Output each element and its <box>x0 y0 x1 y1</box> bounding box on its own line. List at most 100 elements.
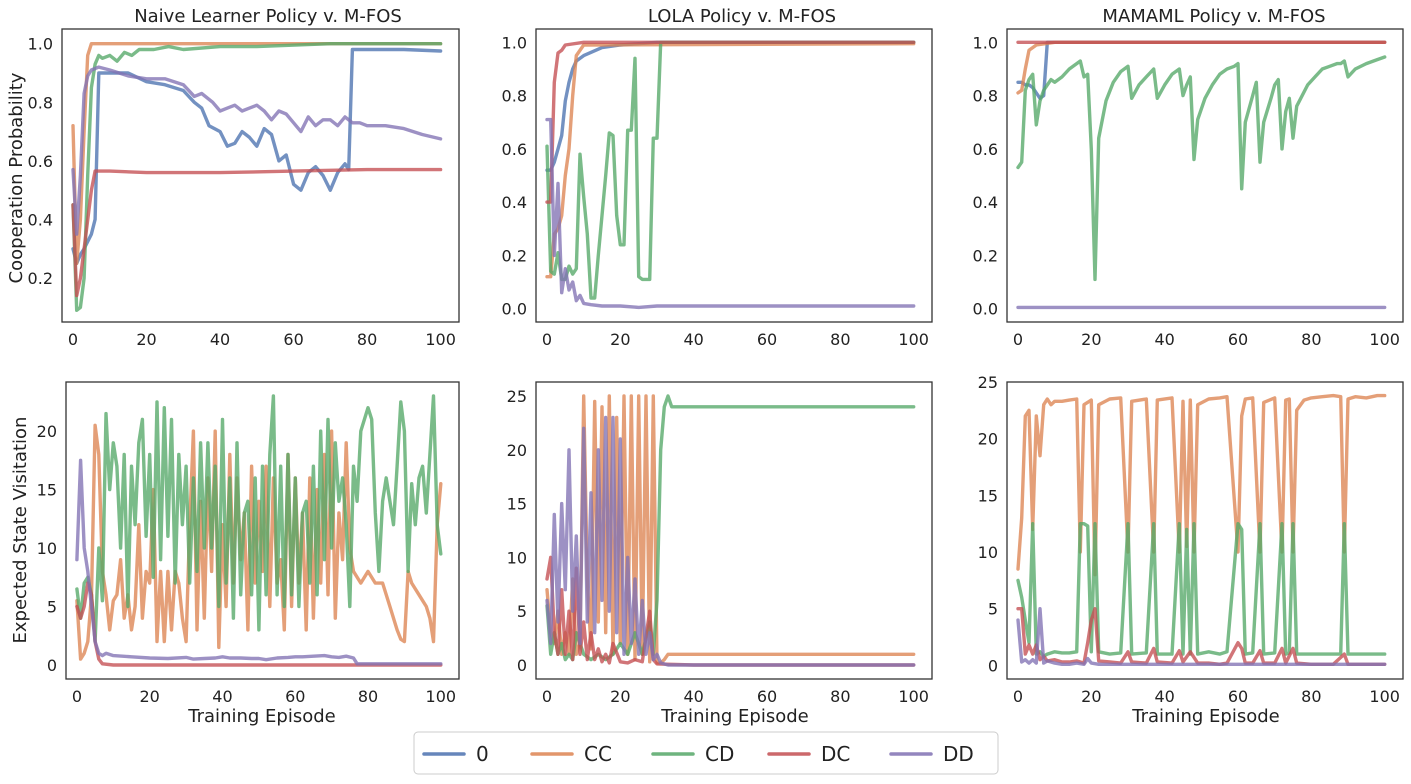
legend-label-cd: CD <box>705 742 734 766</box>
panel-5-ytick-label: 5 <box>517 602 527 621</box>
legend-label-dd: DD <box>943 742 974 766</box>
panel-4-xtick-label: 0 <box>72 687 82 706</box>
panel-1-xtick-label: 100 <box>425 330 456 349</box>
panel-3-xtick-label: 0 <box>1013 330 1023 349</box>
panel-3-ytick-label: 0.2 <box>973 246 998 265</box>
panel-5-series <box>545 394 916 667</box>
series-line-cd <box>75 394 443 644</box>
panel-2-xtick-label: 80 <box>830 330 850 349</box>
legend-frame <box>413 731 999 775</box>
panel-6-xtick-label: 60 <box>1228 687 1248 706</box>
panel-5-xtick-label: 0 <box>542 687 552 706</box>
panel-5-ytick-label: 15 <box>507 495 527 514</box>
panel-3-ytick-label: 1.0 <box>973 33 998 52</box>
panel-2-frame <box>535 28 933 323</box>
panel-5-ytick-label: 10 <box>507 548 527 567</box>
panel-6-ytick-label: 25 <box>978 373 998 392</box>
panel-3-frame <box>1006 28 1404 323</box>
panel-2-xtick-label: 40 <box>683 330 703 349</box>
panel-4-xtick-label: 60 <box>285 687 305 706</box>
panel-lola-visitation: 0 20 40 60 80 100 0 5 10 15 20 25 <box>507 381 933 706</box>
panel-3-ytick-label: 0.6 <box>973 140 998 159</box>
series-line-cc <box>71 42 443 266</box>
panel-3-ytick-label: 0.0 <box>973 300 998 319</box>
panel-1-ytick-label: 0.4 <box>28 210 53 229</box>
panel-6-xtick-label: 100 <box>1369 687 1400 706</box>
panel-6-frame <box>1006 381 1404 680</box>
panel-1-title: Naive Learner Policy v. M-FOS <box>134 6 402 27</box>
panel-2-xtick-label: 60 <box>757 330 777 349</box>
panel-6-ytick-label: 10 <box>978 543 998 562</box>
panel-6-series <box>1016 393 1387 666</box>
series-line-dd <box>71 65 443 236</box>
panel-2-xtick-label: 20 <box>610 330 630 349</box>
panel-mamaml-visitation: 0 20 40 60 80 100 0 5 10 15 20 25 <box>978 373 1404 706</box>
panel-4-frame <box>65 381 460 680</box>
panel-1-xtick-label: 40 <box>210 330 230 349</box>
panel-1-ytick-label: 0.8 <box>28 93 53 112</box>
panel-1-xtick-label: 80 <box>357 330 377 349</box>
panel-3-ytick-label: 0.4 <box>973 193 998 212</box>
panel-3-xtick-label: 60 <box>1228 330 1248 349</box>
panel-2-ytick-label: 0.0 <box>502 300 527 319</box>
panel-4-ytick-label: 5 <box>47 598 57 617</box>
series-line-dc <box>71 167 443 298</box>
panel-6-ytick-label: 15 <box>978 486 998 505</box>
panel-5-ytick-label: 20 <box>507 441 527 460</box>
panel-3-xtick-label: 100 <box>1369 330 1400 349</box>
panel-6-xtick-label: 40 <box>1154 687 1174 706</box>
series-line-dd <box>1016 607 1387 666</box>
panel-lola-cooperation: 0 20 40 60 80 100 0.0 0.2 0.4 0.6 0.8 1.0 <box>502 28 933 349</box>
panel-2-title: LOLA Policy v. M-FOS <box>648 6 836 27</box>
legend-label-0: 0 <box>476 742 489 766</box>
panel-2-ytick-label: 0.2 <box>502 246 527 265</box>
panel-naive-learner-cooperation: 0 20 40 60 80 100 0.2 0.4 0.6 0.8 1.0 <box>28 28 460 349</box>
series-line-zero <box>71 47 443 266</box>
legend-label-dc: DC <box>821 742 850 766</box>
series-line-dd <box>545 117 916 310</box>
panel-2-series <box>545 40 916 310</box>
series-line-dc <box>75 581 443 667</box>
panel-4-ytick-label: 0 <box>47 656 57 675</box>
panel-mamaml-cooperation: 0 20 40 60 80 100 0.0 0.2 0.4 0.6 0.8 1.0 <box>973 28 1404 349</box>
panel-1-xtick-label: 0 <box>68 330 78 349</box>
panel-1-xtick-label: 20 <box>136 330 156 349</box>
panel-4-ytick-label: 20 <box>37 422 57 441</box>
panel-1-ytick-label: 1.0 <box>28 35 53 54</box>
series-line-dd <box>75 458 443 666</box>
panel-5-frame <box>535 381 933 680</box>
panel-6-xtick-label: 20 <box>1081 687 1101 706</box>
panel-1-ytick-label: 0.2 <box>28 269 53 288</box>
panel-4-ytick-label: 10 <box>37 539 57 558</box>
panel-5-xlabel: Training Episode <box>660 706 808 727</box>
panel-6-ytick-label: 20 <box>978 430 998 449</box>
panel-2-xtick-label: 0 <box>542 330 552 349</box>
panel-5-ytick-label: 25 <box>507 387 527 406</box>
panel-2-ytick-label: 0.6 <box>502 140 527 159</box>
panel-6-ytick-label: 0 <box>988 656 998 675</box>
panel-3-series <box>1016 40 1387 310</box>
panel-2-ytick-label: 0.8 <box>502 87 527 106</box>
panel-4-series <box>75 394 443 667</box>
series-line-cd <box>1016 522 1387 658</box>
panel-4-xtick-label: 20 <box>140 687 160 706</box>
panel-6-xtick-label: 80 <box>1301 687 1321 706</box>
panel-4-xtick-label: 40 <box>212 687 232 706</box>
series-line-cd <box>1016 55 1387 282</box>
panel-3-xtick-label: 20 <box>1081 330 1101 349</box>
panel-3-ytick-label: 0.8 <box>973 87 998 106</box>
panel-2-xtick-label: 100 <box>898 330 929 349</box>
panel-5-xtick-label: 100 <box>898 687 929 706</box>
panel-naive-learner-visitation: 0 20 40 60 80 100 0 5 10 15 20 <box>37 381 460 706</box>
legend: 0 CC CD DC DD <box>413 731 999 775</box>
panel-5-xtick-label: 20 <box>610 687 630 706</box>
panel-5-xtick-label: 80 <box>830 687 850 706</box>
panel-1-ytick-label: 0.6 <box>28 152 53 171</box>
panel-4-xtick-label: 100 <box>426 687 457 706</box>
panel-1-ylabel: Cooperation Probability <box>6 72 27 283</box>
panel-5-ytick-label: 0 <box>517 656 527 675</box>
series-line-dd <box>545 415 916 667</box>
panel-4-ylabel: Expected State Visitation <box>10 417 31 644</box>
legend-label-cc: CC <box>584 742 612 766</box>
